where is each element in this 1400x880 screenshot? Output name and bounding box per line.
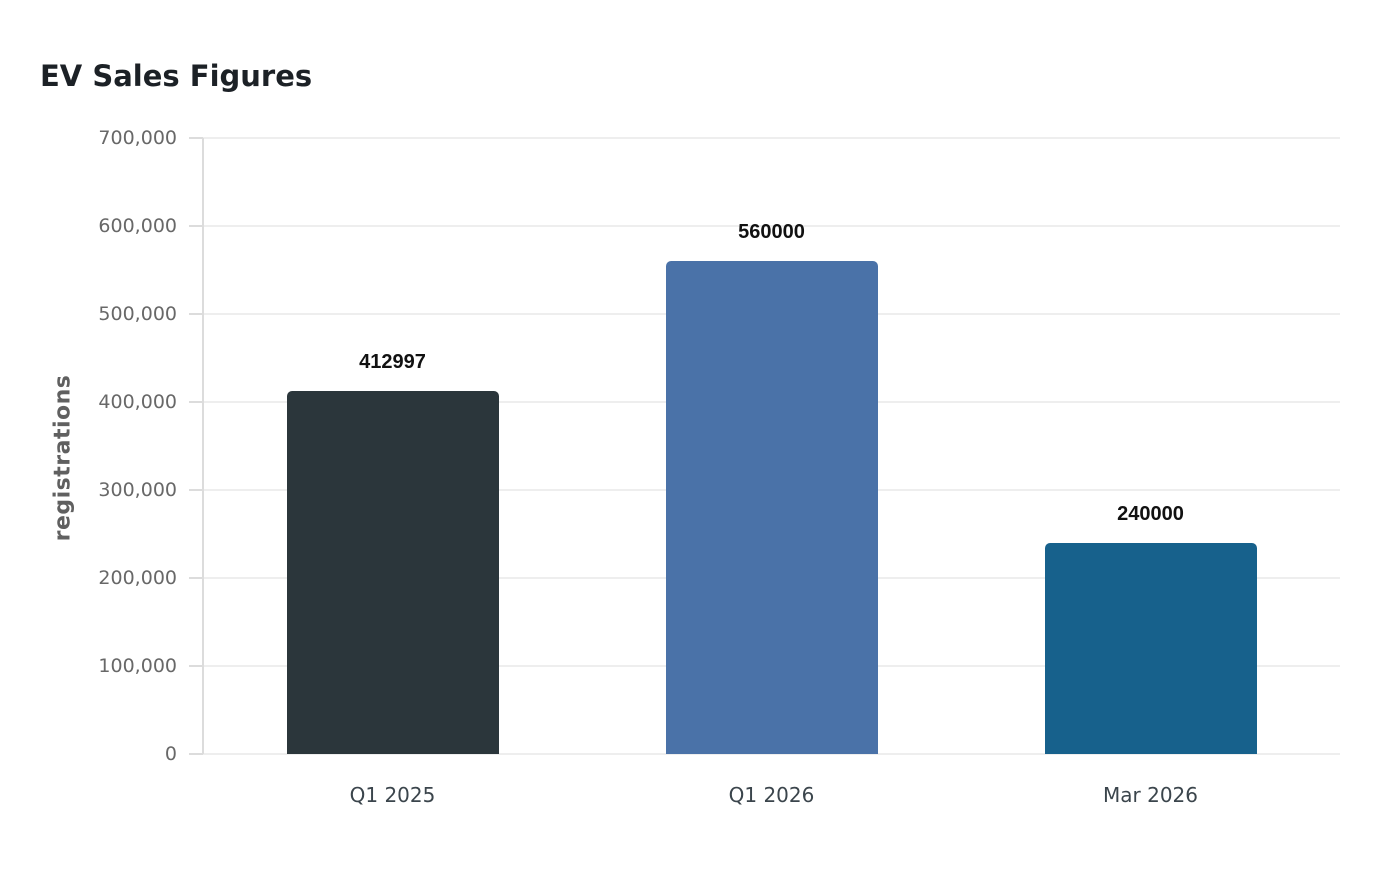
x-tick-label: Q1 2025 xyxy=(349,783,436,807)
bar-value-label: 412997 xyxy=(359,350,426,373)
x-tick-label: Q1 2026 xyxy=(728,783,815,807)
chart-title: EV Sales Figures xyxy=(40,59,313,93)
bar-value-label: 560000 xyxy=(738,221,805,244)
y-tick-label: 100,000 xyxy=(98,655,177,677)
y-axis-tick xyxy=(189,313,203,315)
y-tick-label: 0 xyxy=(164,743,177,765)
y-tick-label: 700,000 xyxy=(98,127,177,149)
y-tick-label: 400,000 xyxy=(98,391,177,413)
bar-mar-2026[interactable] xyxy=(1044,542,1257,754)
y-axis-tick xyxy=(189,401,203,403)
y-tick-label: 600,000 xyxy=(98,215,177,237)
y-axis-tick xyxy=(189,137,203,139)
y-axis-tick xyxy=(189,753,203,755)
y-axis-line xyxy=(202,138,204,754)
y-axis-tick xyxy=(189,489,203,491)
y-tick-label: 200,000 xyxy=(98,567,177,589)
gridline xyxy=(203,753,1340,755)
y-axis-tick xyxy=(189,665,203,667)
gridline xyxy=(203,137,1340,139)
gridline xyxy=(203,225,1340,227)
y-axis-tick xyxy=(189,225,203,227)
bar-q1-2026[interactable] xyxy=(665,261,878,754)
y-tick-label: 300,000 xyxy=(98,479,177,501)
y-tick-label: 500,000 xyxy=(98,303,177,325)
bar-q1-2025[interactable] xyxy=(286,390,499,754)
y-axis-tick xyxy=(189,577,203,579)
bar-value-label: 240000 xyxy=(1117,502,1184,525)
x-tick-label: Mar 2026 xyxy=(1103,783,1198,807)
